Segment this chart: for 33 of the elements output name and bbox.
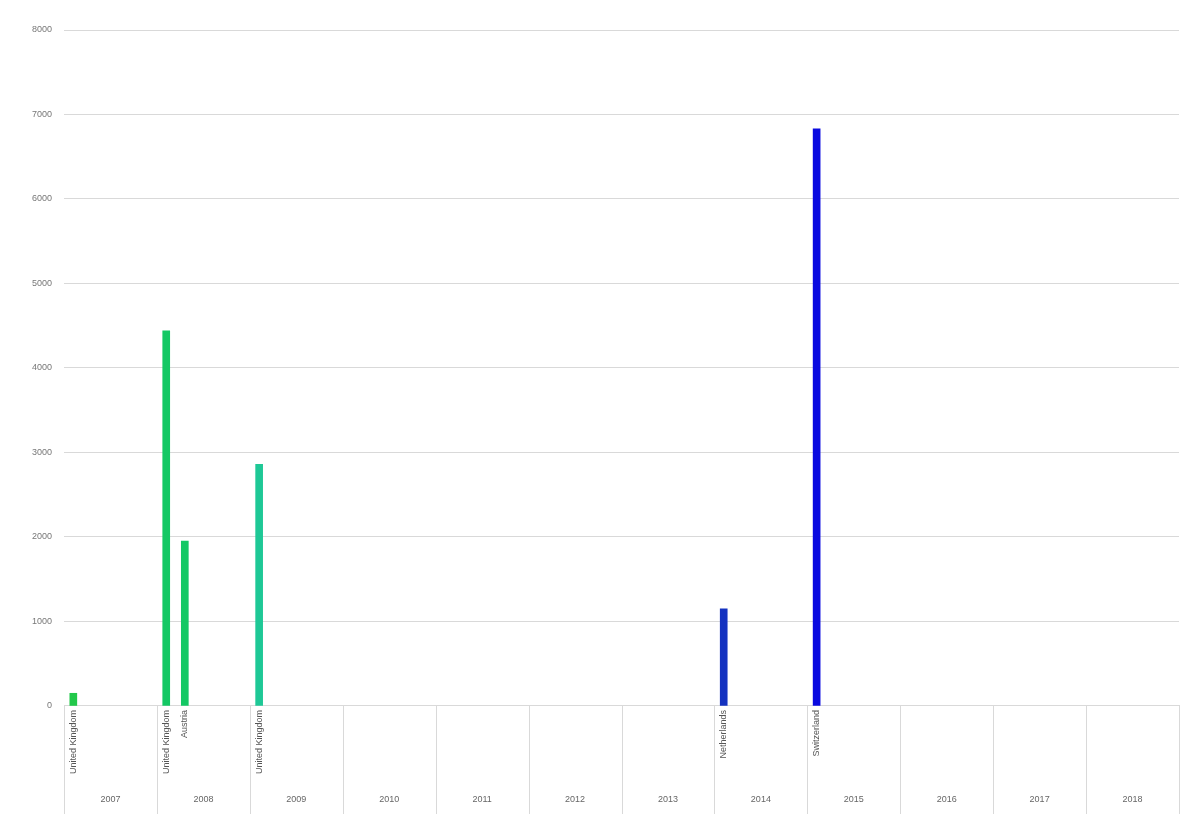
text: 2014 bbox=[750, 794, 771, 805]
text: 2008 bbox=[193, 794, 214, 805]
text: 2017 bbox=[1029, 794, 1050, 805]
bar bbox=[69, 692, 78, 706]
x-tick-label: United Kingdom bbox=[253, 709, 264, 775]
x-tick-label: United Kingdom bbox=[67, 709, 78, 775]
x-tick-label: Switzerland bbox=[811, 709, 822, 757]
y-tick-label: 6000 bbox=[31, 193, 53, 204]
y-tick-label: 1000 bbox=[31, 615, 53, 626]
y-tick-label: 4000 bbox=[31, 362, 53, 373]
text: 2016 bbox=[936, 794, 957, 805]
bar bbox=[162, 330, 171, 706]
y-tick-label: 0 bbox=[47, 700, 53, 711]
y-tick-label: 5000 bbox=[31, 277, 53, 288]
x-tick-label: United Kingdom bbox=[160, 709, 171, 775]
bar bbox=[719, 608, 728, 706]
y-tick-label: 7000 bbox=[31, 108, 53, 119]
y-tick-label: 8000 bbox=[31, 24, 53, 35]
text: 2013 bbox=[657, 794, 678, 805]
text: 2011 bbox=[472, 794, 492, 805]
text: 2009 bbox=[286, 794, 307, 805]
bar bbox=[255, 463, 263, 706]
y-tick-label: 3000 bbox=[31, 446, 53, 457]
text: 2018 bbox=[1122, 794, 1143, 805]
text: 2012 bbox=[565, 794, 586, 805]
bar bbox=[812, 128, 821, 706]
text: 2010 bbox=[379, 794, 400, 805]
y-tick-label: 2000 bbox=[31, 531, 53, 542]
bar bbox=[180, 540, 189, 706]
text: 2007 bbox=[100, 794, 121, 805]
x-tick-label: Netherlands bbox=[718, 709, 729, 759]
x-tick-label: Austria bbox=[179, 709, 190, 738]
text: 2015 bbox=[843, 794, 864, 805]
